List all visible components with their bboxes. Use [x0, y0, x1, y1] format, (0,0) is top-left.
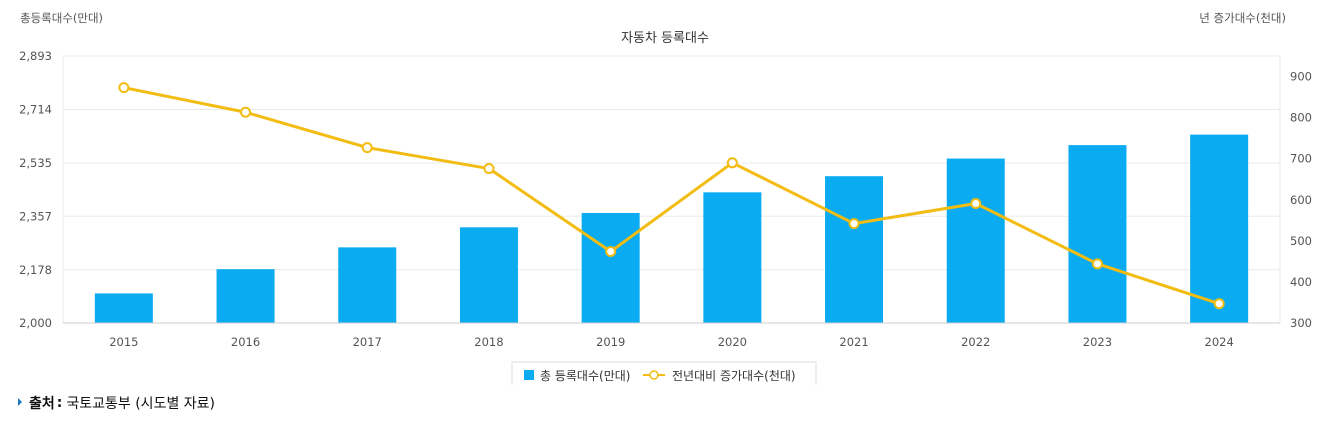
- x-tick-label: 2021: [839, 335, 868, 349]
- x-tick-label: 2024: [1205, 335, 1234, 349]
- right-tick-label: 400: [1290, 275, 1312, 289]
- x-tick-label: 2015: [109, 335, 138, 349]
- x-tick-label: 2018: [474, 335, 503, 349]
- right-tick-label: 800: [1290, 111, 1312, 125]
- bar: [581, 212, 640, 323]
- bar: [94, 293, 153, 323]
- line-point: [483, 163, 495, 175]
- bar: [1068, 145, 1127, 323]
- source-colon: :: [56, 395, 63, 411]
- source-label: 출처: [29, 396, 55, 412]
- legend-bar-swatch: [524, 370, 534, 380]
- line-point: [118, 82, 130, 94]
- bar: [216, 269, 275, 323]
- bar: [1190, 134, 1249, 323]
- x-tick-label: 2020: [718, 335, 747, 349]
- source-text: 국토교통부 (시도별 자료): [66, 396, 215, 412]
- bar: [946, 158, 1005, 323]
- left-tick-label: 2,714: [19, 103, 52, 117]
- left-tick-label: 2,000: [19, 316, 52, 330]
- x-tick-label: 2017: [353, 335, 382, 349]
- legend-bar-label: 총 등록대수(만대): [540, 369, 630, 383]
- right-tick-label: 600: [1290, 193, 1312, 207]
- left-tick-label: 2,535: [19, 156, 52, 170]
- chart-title: 자동차 등록대수: [621, 31, 709, 46]
- bars: [94, 134, 1249, 323]
- line-point: [1213, 298, 1225, 310]
- line-point: [1091, 258, 1103, 270]
- line-point: [361, 142, 373, 154]
- right-tick-label: 300: [1290, 316, 1312, 330]
- left-tick-label: 2,893: [19, 49, 52, 63]
- bullet-icon: [18, 397, 22, 406]
- right-tick-label: 700: [1290, 152, 1312, 166]
- axes: 2,893 2,714 2,535 2,357 2,178 2,000 900 800 700 6…: [19, 49, 1312, 349]
- right-tick-label: 900: [1290, 70, 1312, 84]
- legend-line-marker: [649, 370, 659, 380]
- bar: [825, 176, 884, 323]
- x-tick-label: 2023: [1083, 335, 1112, 349]
- line-point: [726, 157, 738, 169]
- combo-chart: 총등록대수(만대) 년 증가대수(천대) 자동차 등록대수 2,893 2,714…: [19, 11, 1312, 385]
- bar: [459, 227, 518, 323]
- right-tick-label: 500: [1290, 234, 1312, 248]
- bar: [338, 247, 397, 323]
- line-point: [240, 106, 252, 118]
- line-point: [970, 197, 982, 209]
- x-tick-label: 2016: [231, 335, 260, 349]
- x-tick-label: 2019: [596, 335, 625, 349]
- x-tick-label: 2022: [961, 335, 990, 349]
- line-series: [118, 82, 1225, 310]
- left-tick-label: 2,178: [19, 263, 52, 277]
- line-point: [605, 246, 617, 258]
- left-tick-label: 2,357: [19, 209, 52, 223]
- source-note: 출처 : 국토교통부 (시도별 자료): [18, 393, 215, 413]
- line-path: [123, 86, 1220, 306]
- bar: [703, 192, 762, 323]
- legend-line-label: 전년대비 증가대수(천대): [672, 368, 796, 383]
- legend-box: [511, 361, 817, 385]
- right-axis-title: 년 증가대수(천대): [1199, 11, 1286, 25]
- line-point: [848, 218, 860, 230]
- left-axis-title: 총등록대수(만대): [20, 11, 103, 25]
- legend: 총 등록대수(만대) 전년대비 증가대수(천대): [511, 361, 817, 385]
